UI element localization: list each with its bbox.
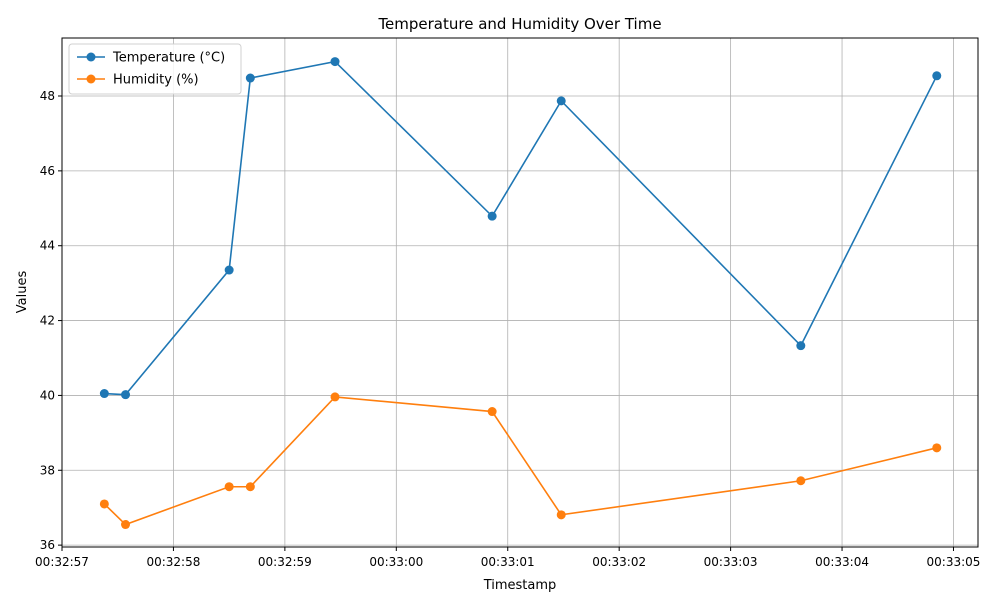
data-point (330, 392, 340, 402)
legend-entry: Humidity (%) (113, 73, 199, 88)
data-point (121, 390, 131, 400)
legend-swatch-marker (86, 52, 96, 62)
legend-box (68, 43, 242, 95)
x-tick-label: 00:33:03 (704, 555, 758, 569)
data-point (99, 389, 109, 399)
x-tick-label: 00:32:59 (258, 555, 312, 569)
x-axis-ticks: 00:32:57 00:32:58 00:32:59 00:33:00 00:33:01… (35, 547, 980, 569)
y-tick-label: 44 (40, 239, 55, 253)
x-axis-label: Timestamp (483, 578, 557, 593)
legend-entry: Temperature (°C) (112, 51, 225, 66)
data-point (245, 482, 255, 492)
data-point (487, 407, 497, 417)
legend: Temperature (°C) Humidity (%) (68, 43, 242, 95)
x-tick-label: 00:33:02 (592, 555, 646, 569)
series-line-0 (104, 60, 938, 396)
grid (61, 38, 978, 547)
data-point (556, 96, 566, 106)
legend-swatch-marker (86, 74, 96, 84)
data-point (796, 476, 806, 486)
y-tick-label: 42 (40, 314, 55, 328)
data-point (487, 211, 497, 221)
y-axis-label: Values (15, 271, 30, 314)
data-point (330, 57, 340, 67)
x-tick-label: 00:33:05 (927, 555, 981, 569)
y-tick-label: 40 (40, 388, 55, 402)
data-point (224, 265, 234, 275)
y-tick-label: 36 (40, 538, 55, 552)
data-point (796, 341, 806, 351)
x-tick-label: 00:33:00 (369, 555, 423, 569)
y-axis-ticks: 36 38 40 42 44 46 48 (40, 89, 62, 552)
data-point (556, 510, 566, 520)
data-point (932, 443, 942, 453)
y-tick-label: 48 (40, 89, 55, 103)
x-tick-label: 00:32:57 (35, 555, 89, 569)
x-tick-label: 00:32:58 (146, 555, 200, 569)
data-point (245, 73, 255, 83)
x-tick-label: 00:33:01 (481, 555, 535, 569)
plot-frame (61, 37, 979, 548)
y-tick-label: 46 (40, 164, 55, 178)
y-tick-label: 38 (40, 463, 55, 477)
data-point (121, 520, 131, 530)
data-point (932, 71, 942, 81)
chart-title: Temperature and Humidity Over Time (377, 15, 661, 33)
series-line-1 (103, 396, 937, 526)
x-tick-label: 00:33:04 (815, 555, 869, 569)
data-point (224, 482, 234, 492)
series-layer (99, 57, 942, 530)
data-point (99, 499, 109, 509)
